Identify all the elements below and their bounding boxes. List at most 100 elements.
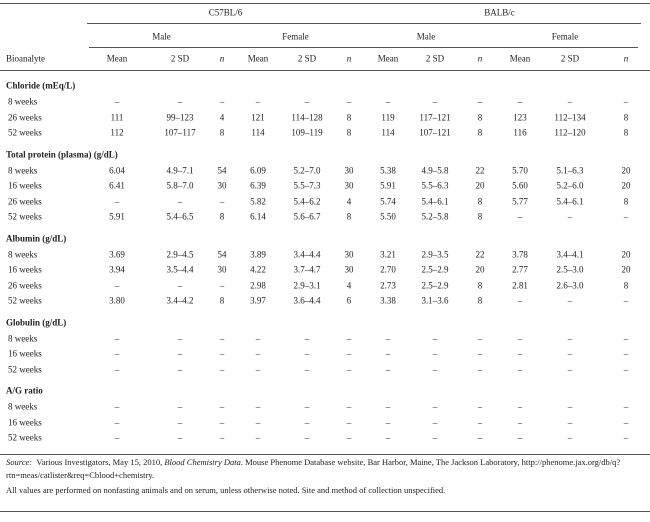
cell: – bbox=[255, 364, 261, 374]
cell: – bbox=[567, 333, 573, 343]
cell: 22 bbox=[475, 249, 485, 259]
cell: 3.5–4.4 bbox=[166, 264, 194, 275]
cell: 5.4–6.5 bbox=[166, 211, 194, 222]
cell: 123 bbox=[513, 112, 527, 122]
cell: – bbox=[255, 333, 261, 343]
row-label: 52 weeks bbox=[8, 364, 42, 374]
cell: – bbox=[567, 348, 573, 359]
cell: 112–134 bbox=[554, 112, 586, 122]
cell: – bbox=[477, 96, 483, 107]
cell: – bbox=[177, 196, 183, 206]
cell: 6.04 bbox=[109, 165, 125, 175]
cell: 3.80 bbox=[109, 295, 125, 306]
cell: 5.38 bbox=[380, 165, 396, 175]
cell: – bbox=[304, 364, 310, 374]
cell: 5.82 bbox=[250, 196, 266, 206]
cell: 119 bbox=[381, 112, 395, 122]
cell: 30 bbox=[344, 264, 354, 275]
rule bbox=[492, 47, 638, 48]
cell: 2.5–2.9 bbox=[421, 280, 449, 290]
cell: – bbox=[114, 364, 120, 374]
cell: 6.41 bbox=[109, 180, 125, 191]
row-label: 8 weeks bbox=[8, 401, 38, 412]
cell: – bbox=[346, 401, 352, 412]
cell: 99–123 bbox=[166, 112, 194, 122]
footnote: Source: Various Investigators, May 15, 2… bbox=[6, 456, 642, 497]
cell: – bbox=[517, 333, 523, 343]
group-header: C57BL/6 bbox=[208, 7, 243, 18]
cell: – bbox=[177, 348, 183, 359]
cell: – bbox=[385, 401, 391, 412]
cell: 2.73 bbox=[380, 280, 396, 290]
rule bbox=[89, 47, 234, 48]
cell: 5.70 bbox=[512, 165, 528, 175]
cell: – bbox=[477, 401, 483, 412]
row-label: 16 weeks bbox=[8, 348, 42, 359]
cell: – bbox=[219, 432, 225, 443]
cell: – bbox=[477, 333, 483, 343]
cell: – bbox=[623, 432, 629, 443]
cell: 2.5–2.9 bbox=[421, 264, 449, 275]
cell: – bbox=[304, 348, 310, 359]
cell: – bbox=[432, 348, 438, 359]
cell: – bbox=[304, 401, 310, 412]
cell: 2.70 bbox=[380, 264, 396, 275]
cell: – bbox=[385, 348, 391, 359]
cell: – bbox=[567, 96, 573, 107]
cell: – bbox=[432, 364, 438, 374]
cell: – bbox=[385, 432, 391, 443]
cell: 2.98 bbox=[250, 280, 266, 290]
row-label: 16 weeks bbox=[8, 417, 42, 427]
cell: 54 bbox=[217, 165, 227, 175]
column-header: Mean bbox=[247, 53, 269, 64]
cell: 30 bbox=[217, 264, 227, 275]
sex-header: Female bbox=[551, 31, 579, 42]
cell: – bbox=[114, 196, 120, 206]
cell: 3.21 bbox=[380, 249, 396, 259]
row-label: 52 weeks bbox=[8, 295, 42, 306]
cell: – bbox=[346, 348, 352, 359]
note: All values are performed on nonfasting a… bbox=[6, 485, 446, 495]
cell: – bbox=[623, 348, 629, 359]
cell: – bbox=[432, 432, 438, 443]
cell: 107–117 bbox=[164, 127, 196, 138]
cell: 5.4–6.2 bbox=[293, 196, 321, 206]
cell: – bbox=[177, 96, 183, 107]
cell: – bbox=[623, 401, 629, 412]
column-header: n bbox=[623, 53, 629, 64]
cell: 2.81 bbox=[512, 280, 528, 290]
source: Source: Various Investigators, May 15, 2… bbox=[6, 456, 642, 482]
column-header: n bbox=[346, 53, 352, 64]
cell: 30 bbox=[217, 180, 227, 191]
cell: – bbox=[304, 333, 310, 343]
cell: 5.2–7.0 bbox=[293, 165, 321, 175]
cell: – bbox=[177, 417, 183, 427]
cell: – bbox=[623, 417, 629, 427]
cell: – bbox=[114, 401, 120, 412]
cell: 116 bbox=[513, 127, 527, 138]
cell: 3.4–4.4 bbox=[293, 249, 321, 259]
cell: 6.39 bbox=[250, 180, 266, 191]
cell: 20 bbox=[621, 180, 631, 191]
cell: 20 bbox=[621, 249, 631, 259]
cell: 2.9–3.5 bbox=[421, 249, 449, 259]
section-title: Total protein (plasma) (g/dL) bbox=[6, 149, 118, 159]
cell: – bbox=[114, 348, 120, 359]
cell: – bbox=[432, 333, 438, 343]
cell: 2.77 bbox=[512, 264, 528, 275]
column-header: Mean bbox=[509, 53, 531, 64]
cell: – bbox=[385, 364, 391, 374]
cell: 8 bbox=[477, 280, 483, 290]
cell: – bbox=[114, 280, 120, 290]
cell: 111 bbox=[110, 112, 124, 122]
cell: 8 bbox=[346, 211, 352, 222]
cell: 2.5–3.0 bbox=[556, 264, 584, 275]
bottom-rule bbox=[0, 511, 650, 512]
cell: 6 bbox=[346, 295, 352, 306]
cell: – bbox=[517, 401, 523, 412]
row-label: 52 weeks bbox=[8, 432, 42, 443]
cell: – bbox=[567, 211, 573, 222]
cell: – bbox=[219, 417, 225, 427]
cell: – bbox=[517, 96, 523, 107]
